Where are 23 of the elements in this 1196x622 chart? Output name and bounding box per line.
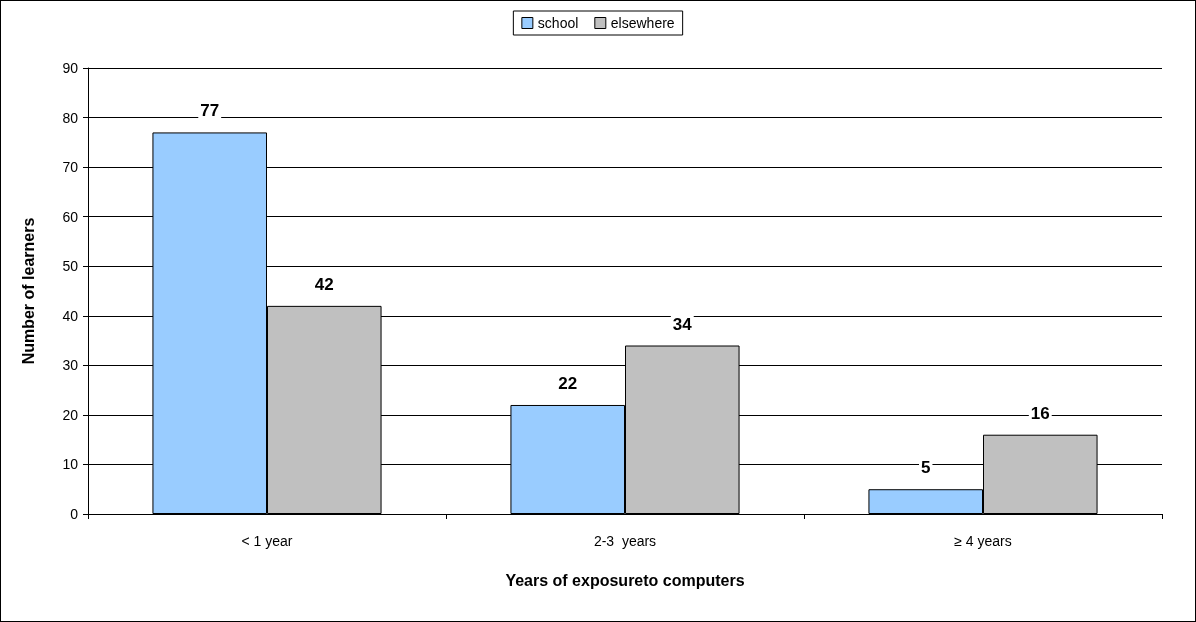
data-label: 42 — [314, 274, 334, 294]
y-tick-label: 40 — [62, 307, 79, 324]
y-tick-label: 20 — [62, 406, 79, 423]
data-label: 22 — [558, 373, 578, 393]
y-tick-label: 50 — [62, 258, 79, 275]
data-label: 77 — [200, 101, 220, 121]
y-tick-label: 0 — [70, 506, 79, 522]
legend-label: elsewhere — [610, 15, 675, 31]
x-tick-label: ≥ 4 years — [954, 533, 1012, 549]
y-axis-title: Number of learners — [19, 217, 37, 365]
legend-label: school — [537, 15, 579, 31]
y-tick-label: 80 — [62, 109, 79, 126]
y-tick-label: 30 — [62, 357, 79, 374]
x-tick-label: 2-3 years — [593, 533, 657, 549]
data-label: 16 — [1030, 403, 1050, 423]
y-tick-label: 10 — [62, 456, 79, 473]
y-tick-label: 70 — [62, 159, 79, 176]
y-tick-label: 90 — [62, 60, 79, 76]
y-tick-label: 60 — [62, 208, 79, 225]
x-tick-label: < 1 year — [241, 533, 293, 549]
x-axis-title: Years of exposureto computers — [505, 571, 745, 589]
data-label: 34 — [672, 314, 693, 334]
data-label: 5 — [920, 458, 931, 478]
